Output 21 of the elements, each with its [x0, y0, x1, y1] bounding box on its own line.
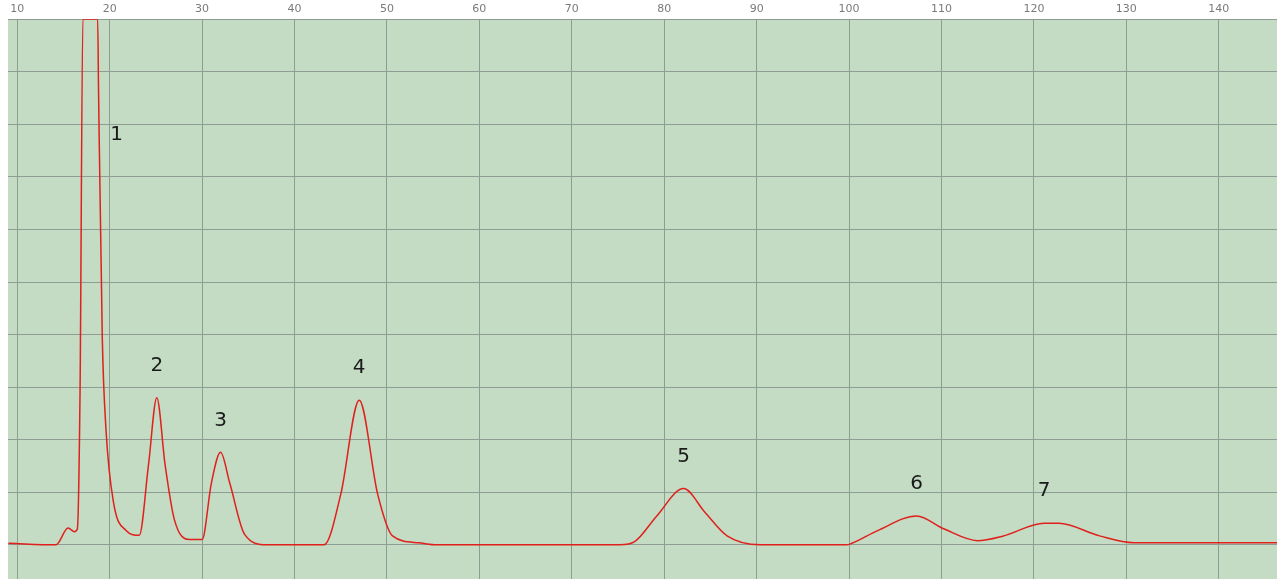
x-tick-label: 70 — [564, 2, 579, 16]
x-tick-label: 60 — [472, 2, 487, 16]
annotation: 2 — [150, 351, 164, 376]
annotation: 7 — [1037, 477, 1051, 502]
x-tick-label: 30 — [195, 2, 210, 16]
x-tick-label: 20 — [102, 2, 117, 16]
annotation: 4 — [352, 354, 366, 379]
annotation: 6 — [910, 470, 923, 495]
x-tick-label: 90 — [749, 2, 764, 16]
annotation: 1 — [110, 120, 123, 145]
annotation: 5 — [677, 442, 690, 467]
x-tick-label: 50 — [379, 2, 394, 16]
x-tick-label: 10 — [10, 2, 25, 16]
x-tick-label: 120 — [1023, 2, 1045, 16]
x-tick-label: 140 — [1208, 2, 1230, 16]
x-tick-label: 80 — [657, 2, 672, 16]
x-tick-label: 40 — [287, 2, 302, 16]
x-tick-label: 100 — [838, 2, 860, 16]
x-tick-label: 110 — [931, 2, 952, 16]
annotation: 3 — [214, 406, 227, 431]
x-tick-label: 130 — [1115, 2, 1137, 16]
